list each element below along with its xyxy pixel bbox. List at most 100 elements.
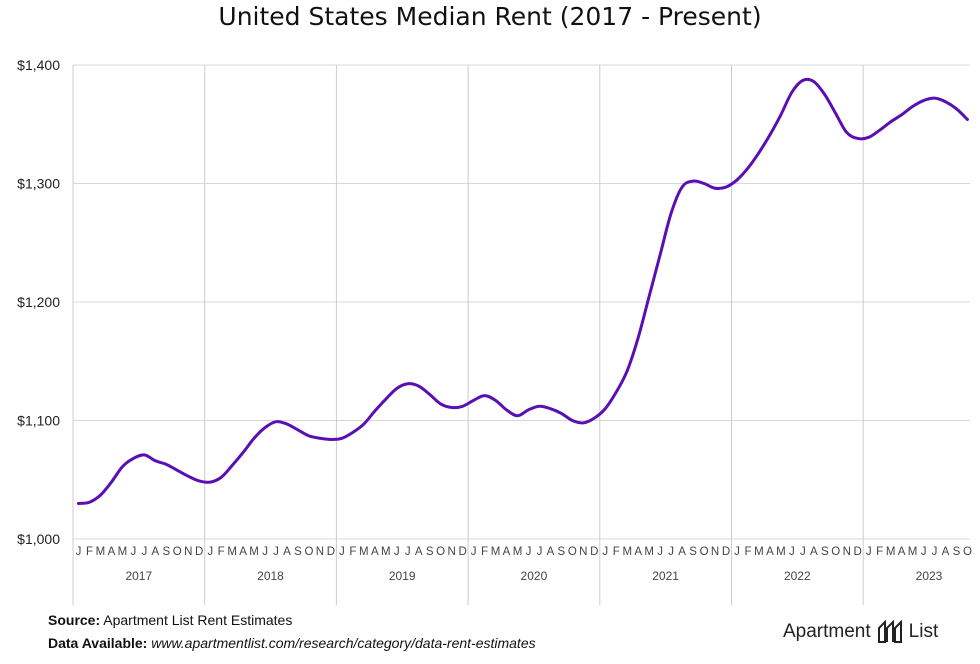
month-tick-label: D — [854, 546, 862, 558]
year-label: 2017 — [125, 569, 152, 583]
month-tick-label: O — [436, 546, 445, 558]
month-tick-label: J — [339, 546, 345, 558]
month-tick-label: M — [118, 546, 128, 558]
year-label: 2019 — [389, 569, 416, 583]
rent-series-line — [76, 77, 969, 505]
month-tick-label: F — [481, 546, 488, 558]
chart-title: United States Median Rent (2017 - Presen… — [218, 2, 762, 31]
month-tick-label: J — [141, 546, 147, 558]
month-tick-label: S — [426, 546, 434, 558]
month-tick-label: A — [678, 546, 686, 558]
month-tick-label: O — [700, 546, 709, 558]
logo-mark-icon — [877, 620, 902, 643]
month-tick-label: N — [316, 546, 324, 558]
month-tick-label: J — [537, 546, 543, 558]
month-tick-label: S — [558, 546, 566, 558]
year-label: 2021 — [652, 569, 679, 583]
month-tick-label: J — [866, 546, 872, 558]
month-tick-label: F — [86, 546, 93, 558]
month-tick-label: F — [613, 546, 620, 558]
y-tick-label: $1,400 — [17, 57, 60, 73]
month-tick-label: M — [644, 546, 654, 558]
month-tick-label: A — [810, 546, 818, 558]
month-tick-label: J — [789, 546, 795, 558]
month-tick-label: S — [689, 546, 697, 558]
month-tick-label: N — [843, 546, 851, 558]
month-tick-label: D — [458, 546, 466, 558]
logo-text-right: List — [908, 621, 939, 642]
month-tick-label: J — [130, 546, 136, 558]
source-note: Source: Apartment List Rent Estimates — [48, 612, 292, 628]
data-label: Data Available: — [48, 635, 148, 651]
line-chart: $1,000 $1,100 $1,200 $1,300 $1,400 2017 2018 20… — [17, 57, 972, 605]
month-tick-label: A — [283, 546, 291, 558]
data-url: www.apartmentlist.com/research/category/… — [151, 635, 536, 651]
month-tick-label: J — [262, 546, 268, 558]
year-label: 2022 — [784, 569, 811, 583]
month-tick-label: A — [766, 546, 774, 558]
month-tick-label: A — [151, 546, 159, 558]
month-tick-label: S — [821, 546, 829, 558]
month-tick-label: D — [590, 546, 598, 558]
month-tick-label: J — [273, 546, 279, 558]
year-label: 2018 — [257, 569, 284, 583]
month-tick-label: J — [405, 546, 411, 558]
month-tick-label: M — [886, 546, 896, 558]
month-tick-label: J — [921, 546, 927, 558]
apartment-list-logo: Apartment List — [783, 620, 938, 644]
month-tick-label: M — [908, 546, 918, 558]
month-tick-label: J — [800, 546, 806, 558]
month-tick-label: N — [447, 546, 455, 558]
month-tick-label: M — [776, 546, 786, 558]
year-label: 2020 — [521, 569, 548, 583]
month-tick-label: A — [634, 546, 642, 558]
month-tick-label: M — [359, 546, 369, 558]
month-tick-label: S — [953, 546, 961, 558]
month-tick-label: N — [579, 546, 587, 558]
month-tick-label: F — [349, 546, 356, 558]
month-tick-label: J — [394, 546, 400, 558]
y-tick-label: $1,300 — [17, 176, 60, 192]
month-tick-label: M — [249, 546, 259, 558]
month-tick-label: A — [898, 546, 906, 558]
month-tick-label: A — [415, 546, 423, 558]
month-tick-label: A — [239, 546, 247, 558]
month-tick-label: J — [657, 546, 663, 558]
month-tick-label: D — [195, 546, 203, 558]
month-tick-label: M — [227, 546, 237, 558]
month-tick-label: J — [932, 546, 938, 558]
month-tick-label: J — [76, 546, 82, 558]
month-tick-label: M — [513, 546, 523, 558]
month-tick-label: O — [568, 546, 577, 558]
y-tick-label: $1,200 — [17, 294, 60, 310]
month-tick-label: F — [218, 546, 225, 558]
month-tick-label: J — [734, 546, 740, 558]
month-tick-label: M — [622, 546, 632, 558]
month-tick-label: O — [963, 546, 972, 558]
month-tick-label: O — [304, 546, 313, 558]
data-note: Data Available: www.apartmentlist.com/re… — [48, 635, 536, 651]
y-tick-label: $1,100 — [17, 413, 60, 429]
month-tick-label: A — [547, 546, 555, 558]
month-tick-label: S — [162, 546, 170, 558]
month-tick-label: J — [668, 546, 674, 558]
month-tick-label: J — [207, 546, 213, 558]
month-tick-label: M — [96, 546, 106, 558]
month-tick-label: M — [491, 546, 501, 558]
month-tick-label: S — [294, 546, 302, 558]
month-tick-label: A — [942, 546, 950, 558]
month-tick-label: A — [371, 546, 379, 558]
month-tick-label: O — [173, 546, 182, 558]
month-tick-label: N — [184, 546, 192, 558]
month-tick-label: A — [108, 546, 116, 558]
y-tick-label: $1,000 — [17, 531, 60, 547]
month-tick-label: J — [526, 546, 532, 558]
month-tick-label: O — [831, 546, 840, 558]
month-tick-label: J — [471, 546, 477, 558]
source-label: Source: — [48, 612, 101, 628]
logo-text-left: Apartment — [783, 621, 871, 642]
source-text: Apartment List Rent Estimates — [103, 612, 293, 628]
month-tick-label: D — [327, 546, 335, 558]
year-label: 2023 — [916, 569, 943, 583]
month-tick-label: J — [602, 546, 608, 558]
